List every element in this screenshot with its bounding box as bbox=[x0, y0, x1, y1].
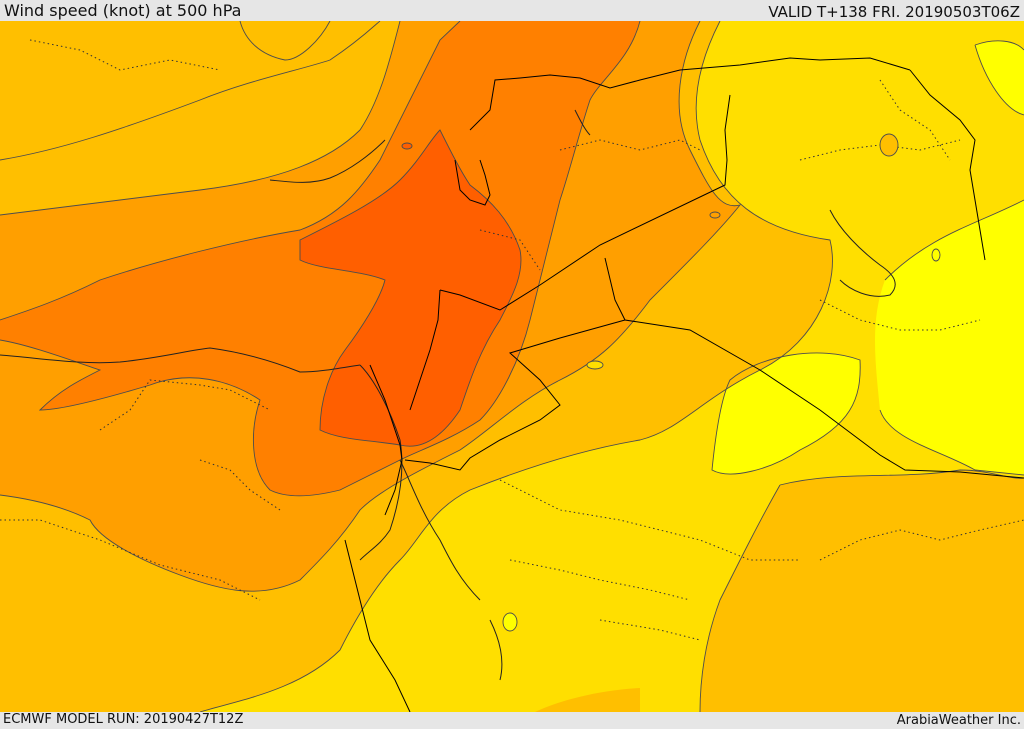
credit: ArabiaWeather Inc. bbox=[896, 713, 1021, 728]
map-header: Wind speed (knot) at 500 hPa VALID T+138… bbox=[0, 0, 1024, 21]
map-footer: ECMWF MODEL RUN: 20190427T12Z ArabiaWeat… bbox=[0, 712, 1024, 729]
map-canvas bbox=[0, 21, 1024, 712]
wind-speed-map bbox=[0, 21, 1024, 712]
internal-boundaries bbox=[0, 39, 1024, 641]
model-run: ECMWF MODEL RUN: 20190427T12Z bbox=[3, 712, 244, 727]
band-deep bbox=[300, 130, 521, 447]
band-mid-south bbox=[535, 688, 640, 712]
valid-time: VALID T+138 FRI. 20190503T06Z bbox=[768, 3, 1020, 21]
country-borders bbox=[344, 57, 1024, 712]
coastlines bbox=[0, 109, 896, 681]
band-lightest-center bbox=[712, 352, 861, 474]
map-title: Wind speed (knot) at 500 hPa bbox=[4, 1, 242, 20]
contour-lines bbox=[0, 21, 1024, 712]
small-features bbox=[401, 133, 941, 632]
band-lightest-ne bbox=[875, 200, 1024, 475]
band-mid-se bbox=[700, 470, 1024, 712]
band-lightest-far-ne bbox=[975, 40, 1024, 115]
